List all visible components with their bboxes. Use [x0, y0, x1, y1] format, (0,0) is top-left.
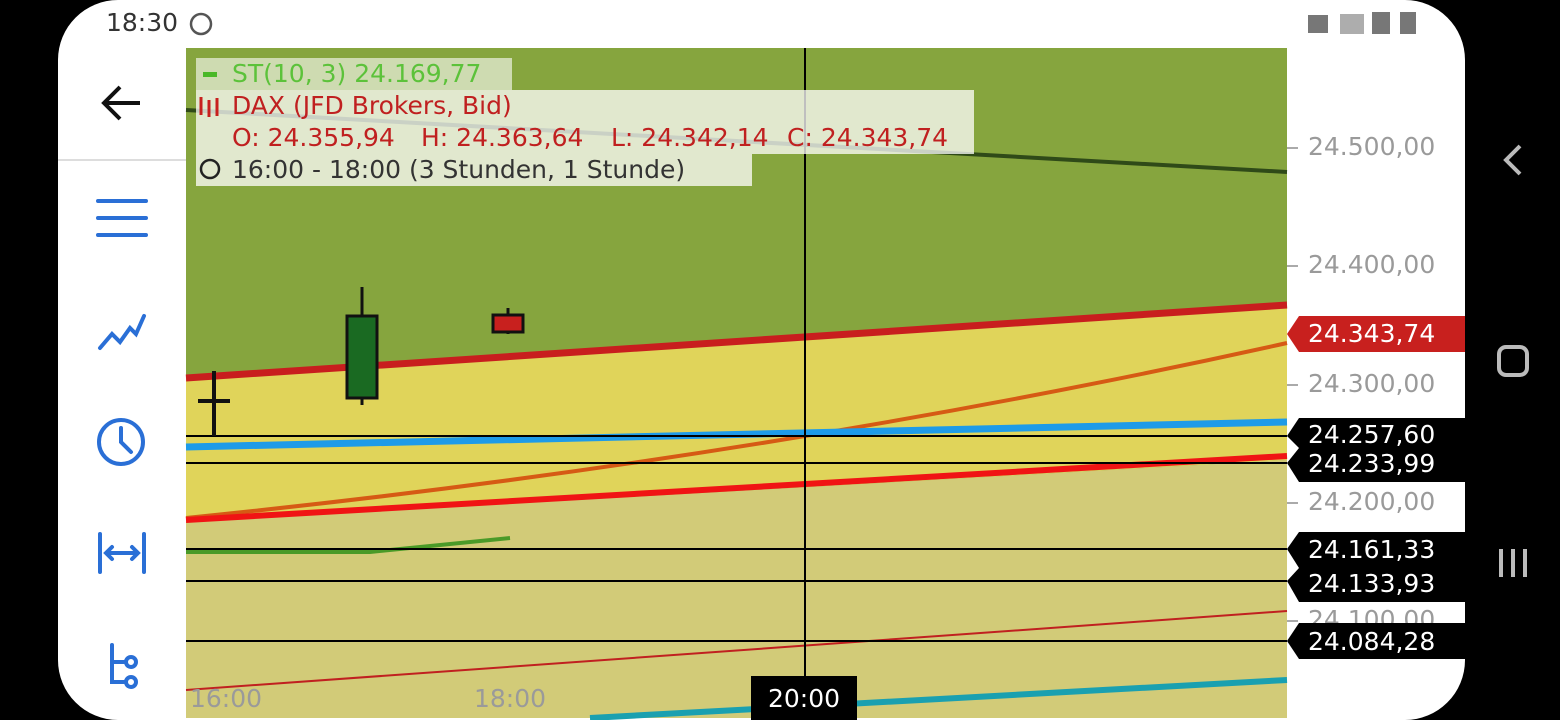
supertrend-line	[186, 536, 511, 554]
range-button[interactable]	[98, 532, 146, 574]
legend-supertrend: ST(10, 3) 24.169,77	[232, 59, 481, 88]
price-label: 24.500,00	[1308, 132, 1435, 161]
legend-low: L: 24.342,14	[611, 123, 769, 152]
price-label: 24.300,00	[1308, 369, 1435, 398]
legend-period: 16:00 - 18:00 (3 Stunden, 1 Stunde)	[232, 155, 685, 184]
drawing-button[interactable]	[110, 643, 138, 689]
legend-instrument: DAX (JFD Brokers, Bid)	[232, 91, 512, 120]
back-button[interactable]	[101, 85, 140, 121]
red-line	[185, 453, 1288, 523]
nav-recents[interactable]	[1499, 549, 1527, 577]
price-label: 24.400,00	[1308, 250, 1435, 279]
legend-candle-icon	[199, 97, 219, 117]
whatsapp-icon	[189, 12, 213, 36]
lower-band	[186, 460, 1287, 718]
price-tag: 24.233,99	[1308, 449, 1435, 478]
nav-home[interactable]	[1497, 345, 1529, 377]
time-label: 20:00	[768, 684, 840, 713]
price-tag: 24.084,28	[1308, 627, 1435, 656]
upper-band	[186, 305, 1287, 522]
time-label: 16:00	[190, 684, 262, 713]
price-tag: 24.161,33	[1308, 535, 1435, 564]
time-button[interactable]	[97, 418, 145, 466]
status-icons	[1308, 12, 1416, 34]
legend-high: H: 24.363,64	[421, 123, 583, 152]
thin-red-line	[185, 610, 1288, 691]
legend-bg	[196, 154, 752, 186]
teal-line	[589, 677, 1288, 720]
nav-back[interactable]	[1503, 144, 1522, 176]
time-axis: 16:00 18:00 20:00	[190, 676, 857, 720]
price-tag: 24.343,74	[1308, 319, 1435, 348]
legend-swatch	[203, 72, 217, 77]
legend-bg	[196, 58, 512, 90]
legend-bg	[196, 90, 974, 154]
horizontal-lines	[186, 435, 1287, 642]
time-label: 18:00	[474, 684, 546, 713]
orange-curve	[185, 341, 1288, 520]
indicators-button[interactable]	[98, 314, 146, 350]
blue-line	[185, 418, 1288, 451]
price-tag: 24.257,60	[1308, 420, 1435, 449]
menu-button[interactable]	[96, 199, 148, 237]
legend-open: O: 24.355,94	[232, 123, 395, 152]
candles	[198, 287, 525, 436]
chart[interactable]: ST(10, 3) 24.169,77 DAX (JFD Brokers, Bi…	[185, 48, 1288, 720]
legend-close: C: 24.343,74	[787, 123, 948, 152]
legend-clock-icon	[199, 158, 221, 180]
price-label: 24.200,00	[1308, 487, 1435, 516]
price-tags: 24.343,74 24.257,60 24.233,99 24.161,33 …	[1287, 316, 1465, 659]
status-time: 18:30	[106, 8, 178, 37]
price-tag: 24.133,93	[1308, 569, 1435, 598]
